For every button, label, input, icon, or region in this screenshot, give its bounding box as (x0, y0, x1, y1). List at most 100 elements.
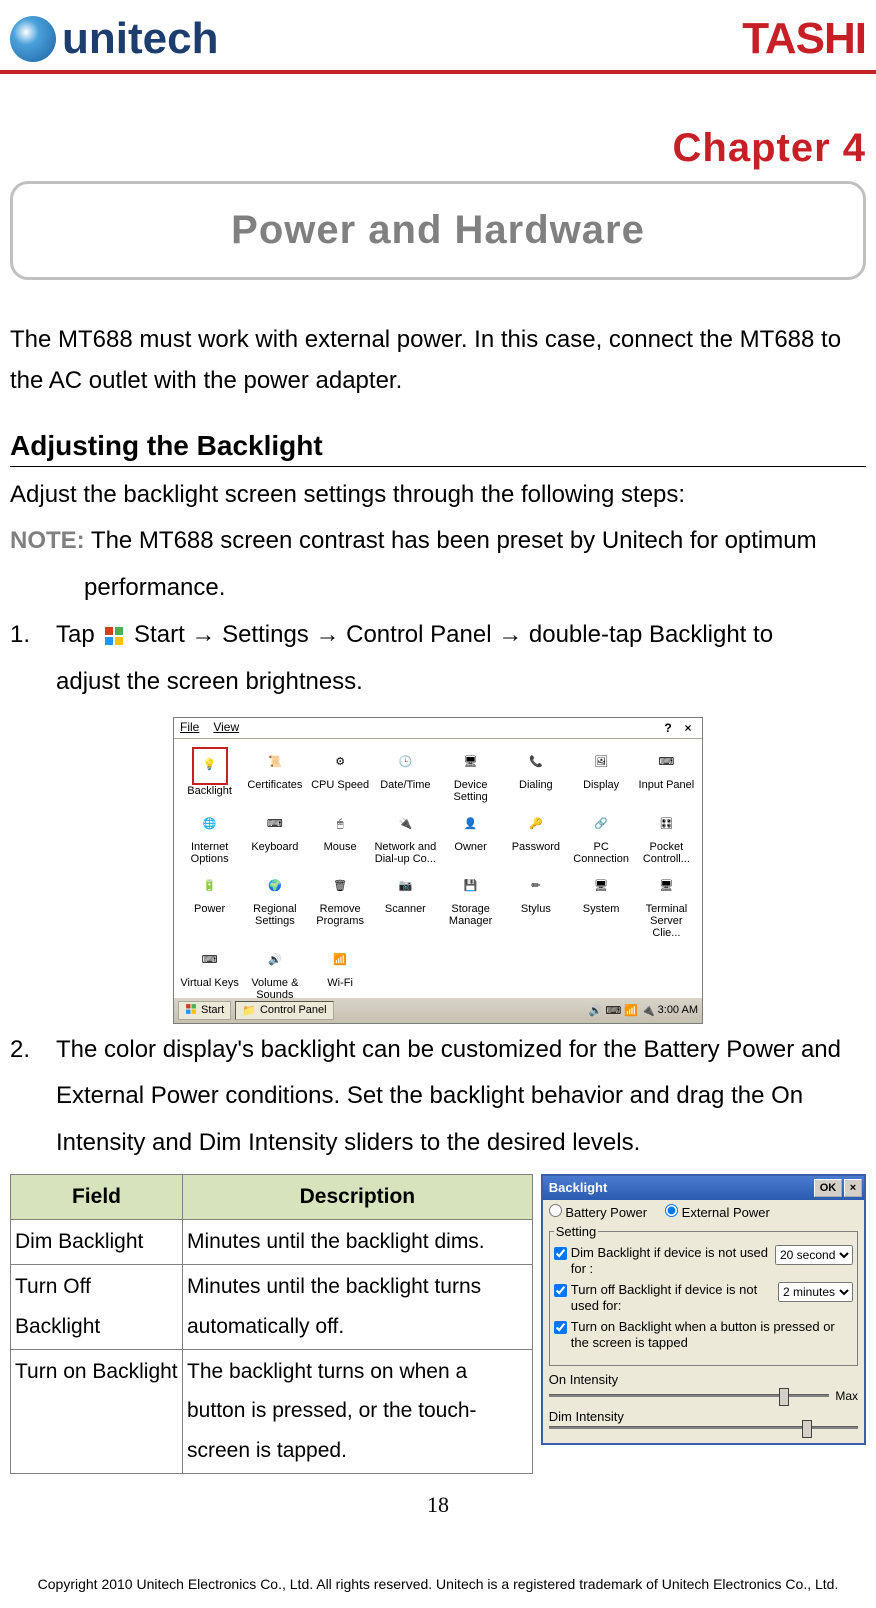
step-1-text: Tap Start → Settings → Control Panel → d… (56, 615, 866, 656)
cp-item[interactable]: 📜Certificates (243, 745, 306, 805)
cp-item-icon: 🖥 (456, 747, 486, 777)
table-cell-field: Turn Off Backlight (11, 1264, 183, 1349)
cb-turnoff[interactable] (554, 1284, 567, 1297)
ok-button[interactable]: OK (814, 1179, 842, 1197)
table-header-desc: Description (183, 1174, 533, 1219)
radio-battery-label: Battery Power (565, 1205, 647, 1220)
radio-battery[interactable]: Battery Power (549, 1204, 647, 1220)
cp-item[interactable]: 🔊Volume & Sounds (243, 943, 306, 1003)
cb-turnon-label: Turn on Backlight when a button is press… (571, 1319, 853, 1350)
cp-item-label: PC Connection (570, 841, 633, 865)
cp-item[interactable]: ⌨Keyboard (243, 807, 306, 867)
cp-item[interactable]: 📞Dialing (504, 745, 567, 805)
table-cell-desc: The backlight turns on when a button is … (183, 1349, 533, 1474)
section-line1: Adjust the backlight screen settings thr… (10, 475, 866, 516)
cp-item[interactable]: ⌨Virtual Keys (178, 943, 241, 1003)
radio-external[interactable]: External Power (665, 1204, 770, 1220)
start-label: Start (201, 1004, 224, 1016)
table-cell-field: Dim Backlight (11, 1219, 183, 1264)
cp-item-label: Network and Dial-up Co... (374, 841, 437, 865)
cp-item[interactable]: 🔑Password (504, 807, 567, 867)
lower-row: Field Description Dim BacklightMinutes u… (10, 1174, 866, 1474)
cp-item[interactable]: 📷Scanner (374, 869, 437, 941)
radio-battery-input[interactable] (549, 1204, 562, 1217)
cp-item-label: CPU Speed (311, 779, 369, 791)
cp-item-icon: ✏ (521, 871, 551, 901)
cp-item-icon: 🌍 (260, 871, 290, 901)
cp-item[interactable]: 🖥System (570, 869, 633, 941)
step-1-continuation: adjust the screen brightness. (56, 662, 866, 703)
dim-intensity-slider[interactable] (549, 1426, 858, 1429)
taskbar-task[interactable]: 📁 Control Panel (235, 1001, 333, 1020)
cb-turnon[interactable] (554, 1321, 567, 1334)
cp-item-icon: 🔊 (260, 945, 290, 975)
cp-item[interactable]: 🖥Device Setting (439, 745, 502, 805)
menu-file[interactable]: File (180, 720, 199, 736)
cp-item-icon: 📶 (325, 945, 355, 975)
section-divider (10, 466, 866, 467)
help-icon[interactable]: ? (660, 720, 676, 736)
intro-paragraph: The MT688 must work with external power.… (10, 320, 866, 402)
step-1: 1. Tap Start → Settings → Control Panel … (10, 615, 866, 709)
tray-icon[interactable]: ⌨ (605, 1004, 621, 1017)
cp-item-icon: ⌨ (195, 945, 225, 975)
cp-item-icon: 🌐 (195, 809, 225, 839)
dialog-title: Backlight (549, 1180, 608, 1195)
close-button[interactable]: × (844, 1179, 862, 1197)
fieldset-legend: Setting (554, 1224, 598, 1239)
cp-item[interactable]: ⌨Input Panel (635, 745, 698, 805)
unitech-logo: unitech (10, 14, 218, 64)
radio-external-input[interactable] (665, 1204, 678, 1217)
close-icon[interactable]: × (680, 720, 696, 736)
cp-item[interactable]: 🌐Internet Options (178, 807, 241, 867)
cp-item[interactable]: 📶Wi-Fi (309, 943, 372, 1003)
step-2: 2. The color display's backlight can be … (10, 1030, 866, 1170)
body-text: The MT688 must work with external power.… (10, 320, 866, 1474)
tray-icon[interactable]: 🔌 (641, 1004, 655, 1017)
note-continuation: performance. (10, 568, 866, 609)
cp-item[interactable]: 🔌Network and Dial-up Co... (374, 807, 437, 867)
cp-item[interactable]: 💾Storage Manager (439, 869, 502, 941)
cp-item-icon: 🖼 (586, 747, 616, 777)
cp-item[interactable]: 🗑Remove Programs (309, 869, 372, 941)
start-button[interactable]: Start (178, 1001, 231, 1020)
cp-item-label: Stylus (521, 903, 551, 915)
system-tray: 🔊 ⌨ 📶 🔌 3:00 AM (589, 1004, 698, 1017)
cp-item[interactable]: 🌍Regional Settings (243, 869, 306, 941)
cp-item[interactable]: 🖱Mouse (309, 807, 372, 867)
cp-item[interactable]: 🖥Terminal Server Clie... (635, 869, 698, 941)
turnoff-select[interactable]: 2 minutes (778, 1282, 853, 1302)
cp-icon-grid: 💡Backlight📜Certificates⚙CPU Speed🕒Date/T… (174, 739, 702, 997)
folder-icon: 📁 (242, 1004, 256, 1017)
dim-select[interactable]: 20 second (775, 1245, 853, 1265)
cp-item-icon: 💾 (456, 871, 486, 901)
menu-view[interactable]: View (213, 720, 239, 736)
on-intensity-slider[interactable]: Max (549, 1389, 858, 1403)
max-label: Max (835, 1389, 858, 1403)
cb-dim[interactable] (554, 1247, 567, 1260)
cp-item-label: Storage Manager (439, 903, 502, 927)
cp-item[interactable]: ⚙CPU Speed (309, 745, 372, 805)
cp-item-label: System (583, 903, 620, 915)
chapter-title-box: Power and Hardware (10, 181, 866, 280)
cp-item[interactable]: 💡Backlight (178, 745, 241, 805)
tray-icon[interactable]: 🔊 (589, 1004, 603, 1017)
cp-item[interactable]: 🖼Display (570, 745, 633, 805)
cp-item-label: Terminal Server Clie... (635, 903, 698, 939)
tray-icon[interactable]: 📶 (624, 1004, 638, 1017)
taskbar: Start 📁 Control Panel 🔊 ⌨ 📶 🔌 3:00 AM (174, 997, 702, 1023)
cp-item[interactable]: 👤Owner (439, 807, 502, 867)
cp-item-icon: 🔌 (390, 809, 420, 839)
cp-item[interactable]: 🔗PC Connection (570, 807, 633, 867)
cp-item[interactable]: 🕒Date/Time (374, 745, 437, 805)
cp-item[interactable]: 🔋Power (178, 869, 241, 941)
cp-menubar: File View ? × (174, 718, 702, 739)
cb-turnoff-label: Turn off Backlight if device is not used… (571, 1282, 778, 1313)
cp-item-icon: 🕒 (390, 747, 420, 777)
step-2-number: 2. (10, 1030, 56, 1170)
cb-dim-label: Dim Backlight if device is not used for … (571, 1245, 775, 1276)
cp-item-icon: 📷 (390, 871, 420, 901)
cp-item[interactable]: 🎛Pocket Controll... (635, 807, 698, 867)
cp-item-icon: 🗑 (325, 871, 355, 901)
cp-item[interactable]: ✏ Stylus (504, 869, 567, 941)
